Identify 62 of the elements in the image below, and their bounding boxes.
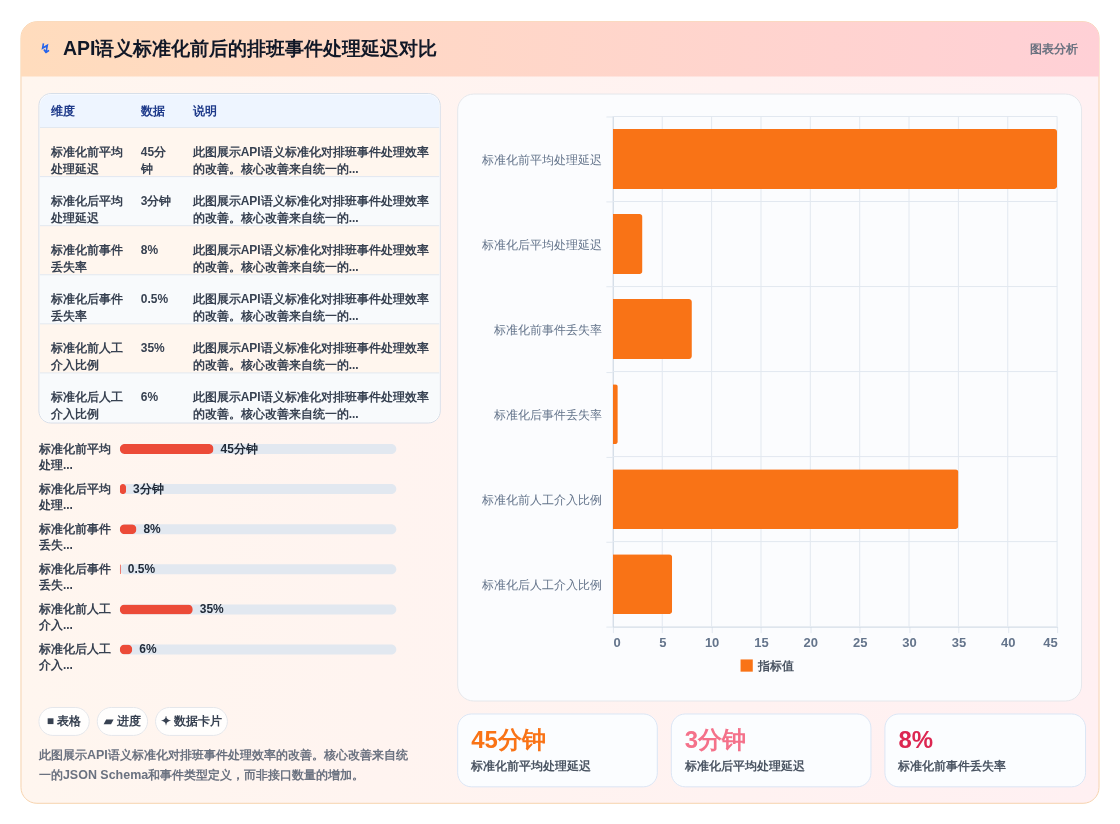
data-label: 35% xyxy=(199,602,225,617)
y-tick-label: 标准化前事件丢失... xyxy=(37,522,111,553)
data-label: 8% xyxy=(143,522,162,537)
text: 图表分析 xyxy=(1030,42,1079,57)
bar xyxy=(612,299,692,360)
x-tick-label: 30 xyxy=(902,635,917,651)
y-tick-label: 标准化前事件丢失率 xyxy=(493,322,603,337)
x-tick-label: 40 xyxy=(1001,635,1016,651)
text: ↯ xyxy=(40,41,52,57)
y-tick-label: 标准化前人工介入... xyxy=(37,602,111,633)
text: API语义标准化前后的排班事件处理延迟对比 xyxy=(62,37,438,60)
x-tick-label: 5 xyxy=(659,635,667,651)
x-tick-label: 15 xyxy=(754,635,769,651)
text: 此图展示API语义标准化对排班事件处理效率的改善。核心改善来自统一的... xyxy=(191,145,429,177)
text: 标准化后平均处理延迟 xyxy=(683,759,806,774)
x-tick-label: 45 xyxy=(1043,635,1058,651)
text: 说明 xyxy=(191,103,217,118)
text: 此图展示API语义标准化对排班事件处理效率的改善。核心改善来自统一的... xyxy=(191,341,429,373)
text: 45分钟 xyxy=(471,726,546,754)
text: 标准化前平均处理延迟 xyxy=(470,759,593,774)
bar xyxy=(612,554,673,615)
text: ■ 表格 xyxy=(46,714,83,729)
text: 6% xyxy=(140,390,159,405)
legend-label: 指标值 xyxy=(756,658,794,673)
bar xyxy=(612,214,643,274)
text: 数据 xyxy=(139,103,165,118)
text: 3分钟 xyxy=(140,194,172,209)
text: 3分钟 xyxy=(684,726,747,754)
text: 此图展示API语义标准化对排班事件处理效率的改善。核心改善来自统一的... xyxy=(191,243,429,275)
text: 此图展示API语义标准化对排班事件处理效率的改善。核心改善来自统一的... xyxy=(191,390,429,422)
y-tick-label: 标准化后事件丢失率 xyxy=(493,407,603,422)
text: 标准化前事件丢失率 xyxy=(897,759,1007,774)
y-tick-label: 标准化前平均处理... xyxy=(37,442,111,472)
text: 35% xyxy=(140,341,166,356)
bar xyxy=(612,469,959,530)
y-tick-label: 标准化后事件丢失... xyxy=(37,562,111,593)
text: 45分钟 xyxy=(139,145,168,177)
data-label: 3分钟 xyxy=(133,482,164,497)
text: 此图展示API语义标准化对排班事件处理效率的改善。核心改善来自统一的... xyxy=(191,292,429,324)
data-label: 0.5% xyxy=(127,562,156,577)
x-tick-label: 35 xyxy=(951,635,967,651)
y-tick-label: 标准化后人工介入... xyxy=(37,642,111,673)
text: 8% xyxy=(898,726,934,754)
data-label: 45分钟 xyxy=(220,442,258,457)
y-tick-label: 标准化后平均处理... xyxy=(37,482,111,513)
x-tick-label: 0 xyxy=(613,635,621,651)
y-tick-label: 标准化前人工介入比例 xyxy=(481,492,603,507)
text: 8% xyxy=(140,243,159,258)
text: ✦ 数据卡片 xyxy=(160,714,223,729)
data-label: 6% xyxy=(139,642,157,657)
x-tick-label: 25 xyxy=(852,635,868,651)
text: 此图展示API语义标准化对排班事件处理效率的改善。核心改善来自统一的... xyxy=(191,194,429,226)
text: ▰ 进度 xyxy=(103,714,141,729)
bar xyxy=(612,129,1058,189)
x-tick-label: 10 xyxy=(704,635,720,651)
text: 此图展示API语义标准化对排班事件处理效率的改善。核心改善来自统一的JSON Schema和事件类型定义，而非接口数量的增加。 xyxy=(37,748,409,782)
y-tick-label: 标准化前平均处理延迟 xyxy=(481,152,603,167)
y-tick-label: 标准化后人工介入比例 xyxy=(481,577,603,592)
text: 0.5% xyxy=(140,292,169,307)
x-tick-label: 20 xyxy=(803,635,819,651)
text: 维度 xyxy=(49,103,75,118)
y-tick-label: 标准化后平均处理延迟 xyxy=(481,237,603,252)
